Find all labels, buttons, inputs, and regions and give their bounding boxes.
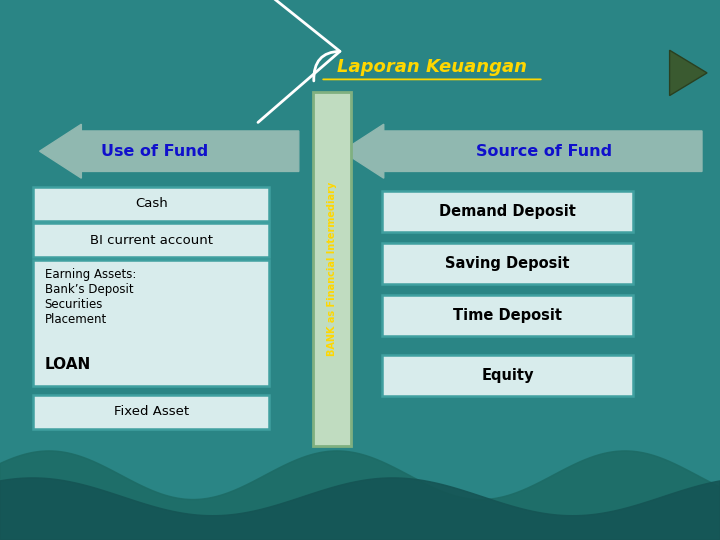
- Polygon shape: [670, 50, 707, 96]
- FancyBboxPatch shape: [382, 295, 633, 336]
- FancyArrow shape: [40, 124, 299, 178]
- FancyArrowPatch shape: [256, 0, 340, 123]
- Text: Saving Deposit: Saving Deposit: [446, 256, 570, 271]
- Text: BI current account: BI current account: [90, 233, 212, 247]
- Text: Fixed Asset: Fixed Asset: [114, 405, 189, 418]
- Text: Source of Fund: Source of Fund: [475, 144, 612, 159]
- FancyBboxPatch shape: [382, 191, 633, 232]
- Text: BANK as Financial Intermediary: BANK as Financial Intermediary: [327, 181, 337, 356]
- Text: Earning Assets:
Bank’s Deposit
Securities
Placement: Earning Assets: Bank’s Deposit Securitie…: [45, 268, 136, 326]
- FancyBboxPatch shape: [33, 260, 269, 386]
- Text: Demand Deposit: Demand Deposit: [439, 204, 576, 219]
- FancyBboxPatch shape: [33, 395, 269, 429]
- FancyBboxPatch shape: [382, 243, 633, 284]
- Text: Cash: Cash: [135, 197, 168, 211]
- Text: Use of Fund: Use of Fund: [102, 144, 208, 159]
- Text: Time Deposit: Time Deposit: [453, 308, 562, 323]
- FancyBboxPatch shape: [33, 187, 269, 221]
- Text: Equity: Equity: [482, 368, 534, 383]
- Text: LOAN: LOAN: [45, 356, 91, 372]
- FancyArrow shape: [342, 124, 702, 178]
- FancyBboxPatch shape: [382, 355, 633, 396]
- Text: Laporan Keuangan: Laporan Keuangan: [337, 58, 527, 77]
- FancyBboxPatch shape: [313, 92, 351, 445]
- FancyBboxPatch shape: [33, 223, 269, 257]
